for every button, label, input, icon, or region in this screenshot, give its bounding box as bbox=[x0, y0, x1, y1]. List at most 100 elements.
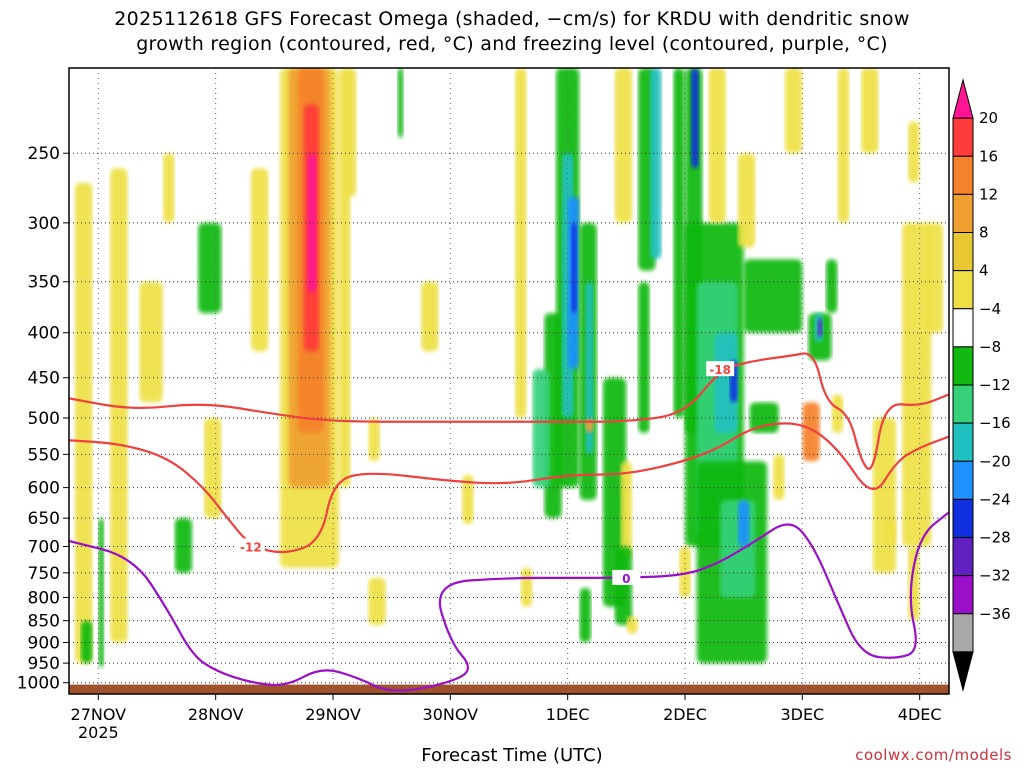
y-tick-label: 800 bbox=[28, 588, 60, 608]
contour-lines: -18 -12 0 bbox=[69, 352, 949, 692]
omega-shade-cell bbox=[737, 153, 756, 248]
omega-shade-cell bbox=[579, 587, 592, 643]
y-tick-label: 950 bbox=[28, 654, 60, 674]
omega-shade-cell bbox=[139, 281, 163, 403]
omega-shading bbox=[74, 68, 944, 668]
omega-shade-cell bbox=[344, 68, 357, 197]
omega-shade-cell bbox=[614, 68, 633, 223]
y-tick-label: 300 bbox=[28, 214, 60, 234]
colorbar-label: 16 bbox=[979, 147, 998, 165]
y-tick-label: 400 bbox=[28, 324, 60, 344]
omega-shade-cell bbox=[620, 461, 633, 558]
colorbar-label: 4 bbox=[979, 262, 989, 280]
x-tick-label: 27NOV bbox=[71, 705, 127, 724]
colorbar-label: −4 bbox=[979, 300, 1001, 318]
colorbar-label: 8 bbox=[979, 224, 989, 242]
colorbar: 20 16 12 8 4 −4 −8 −12 −16 −20 −24 −28 −32 −36 bbox=[952, 78, 1011, 692]
contour-label-bg bbox=[706, 361, 735, 377]
omega-shade-cell bbox=[585, 417, 594, 433]
omega-shade-cell bbox=[307, 153, 317, 293]
colorbar-segment bbox=[952, 575, 974, 615]
colorbar-label: −24 bbox=[979, 490, 1011, 508]
colorbar-segment bbox=[952, 537, 974, 577]
omega-shade-cell bbox=[614, 546, 633, 626]
x-tick-label: 28NOV bbox=[188, 705, 244, 724]
x-tick-label: 29NOV bbox=[305, 705, 361, 724]
ground-surface bbox=[69, 684, 949, 694]
omega-shade-cell bbox=[585, 281, 594, 455]
omega-shade-cell bbox=[825, 259, 838, 314]
y-tick-label: 550 bbox=[28, 445, 60, 465]
omega-shade-cell bbox=[80, 620, 93, 664]
colorbar-segment bbox=[952, 422, 974, 462]
contour-line bbox=[69, 422, 949, 554]
colorbar-label: −16 bbox=[979, 414, 1011, 432]
omega-shade-cell bbox=[397, 68, 404, 138]
colorbar-segment bbox=[952, 651, 974, 692]
colorbar-label: −32 bbox=[979, 567, 1011, 585]
colorbar-label: −36 bbox=[979, 605, 1011, 623]
omega-shade-cell bbox=[802, 402, 820, 462]
omega-shade-cell bbox=[162, 153, 175, 223]
grid-lines bbox=[69, 68, 949, 694]
omega-shade-cell bbox=[884, 518, 897, 547]
omega-shade-cell bbox=[907, 121, 920, 183]
chart-title-line2: growth region (contoured, red, °C) and f… bbox=[136, 33, 888, 55]
colorbar-segment bbox=[952, 498, 974, 538]
colorbar-label: −12 bbox=[979, 376, 1011, 394]
omega-shade-cell bbox=[250, 168, 269, 352]
ground-fill bbox=[69, 684, 949, 694]
x-tick-label: 4DEC bbox=[898, 705, 942, 724]
omega-shade-cell bbox=[74, 182, 93, 664]
credit-link[interactable]: coolwx.com/models bbox=[855, 746, 1012, 764]
colorbar-segment bbox=[952, 460, 974, 500]
contour-label: -18 bbox=[709, 363, 731, 377]
omega-shade-cell bbox=[773, 454, 785, 501]
colorbar-segment bbox=[952, 270, 974, 310]
omega-shade-cell bbox=[708, 68, 727, 223]
contour-line bbox=[69, 352, 949, 471]
y-tick-label: 850 bbox=[28, 612, 60, 632]
colorbar-segment bbox=[952, 346, 974, 386]
colorbar-segment bbox=[952, 155, 974, 195]
colorbar-label: 20 bbox=[979, 109, 998, 127]
omega-shade-cell bbox=[520, 567, 533, 607]
x-tick-sublabel: 2025 bbox=[78, 723, 119, 742]
colorbar-segment bbox=[952, 308, 974, 348]
omega-shade-cell bbox=[571, 222, 578, 314]
omega-shade-cell bbox=[421, 281, 439, 352]
omega-shade-cell bbox=[743, 259, 803, 333]
omega-shade-cell bbox=[784, 68, 803, 154]
omega-shade-cell bbox=[532, 369, 551, 488]
plot-frame bbox=[68, 67, 950, 695]
omega-shade-cell bbox=[831, 394, 844, 433]
omega-shade-cell bbox=[649, 68, 662, 260]
omega-shade-cell bbox=[174, 518, 193, 573]
contour-label: 0 bbox=[622, 572, 630, 586]
omega-shade-cell bbox=[837, 68, 850, 223]
omega-shade-cell bbox=[462, 474, 474, 525]
x-tick-label: 2DEC bbox=[663, 705, 707, 724]
colorbar-label: −8 bbox=[979, 338, 1001, 356]
y-tick-label: 350 bbox=[28, 273, 60, 293]
colorbar-segment bbox=[952, 117, 974, 157]
omega-shade-cell bbox=[368, 577, 386, 626]
omega-shade-cell bbox=[907, 546, 920, 621]
omega-shade-cell bbox=[872, 417, 897, 573]
colorbar-segment bbox=[952, 613, 974, 653]
colorbar-segment bbox=[952, 232, 974, 272]
omega-shade-cell bbox=[514, 68, 527, 418]
x-axis-label: Forecast Time (UTC) bbox=[421, 745, 603, 766]
omega-shade-cell bbox=[368, 417, 380, 462]
colorbar-label: −28 bbox=[979, 529, 1011, 547]
contour-label-bg bbox=[236, 538, 265, 554]
y-tick-label: 700 bbox=[28, 537, 60, 557]
omega-shade-cell bbox=[626, 616, 639, 634]
contour-line bbox=[69, 511, 949, 692]
omega-shade-cell bbox=[679, 546, 691, 598]
omega-shade-cell bbox=[902, 222, 932, 547]
omega-shade-cell bbox=[690, 68, 700, 169]
omega-shade-cell bbox=[673, 68, 685, 418]
